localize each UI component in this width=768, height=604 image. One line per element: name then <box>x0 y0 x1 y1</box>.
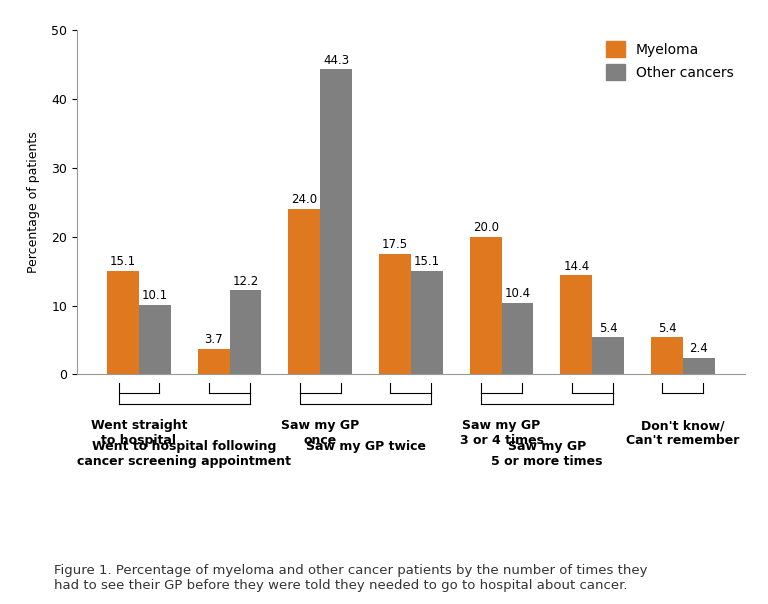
Bar <box>502 303 533 374</box>
Bar <box>683 358 714 374</box>
Bar <box>592 337 624 374</box>
Bar <box>139 305 170 374</box>
Text: 44.3: 44.3 <box>323 54 349 66</box>
Bar <box>198 349 230 374</box>
Text: Saw my GP
5 or more times: Saw my GP 5 or more times <box>491 440 603 468</box>
Text: Went straight
to hospital: Went straight to hospital <box>91 419 187 447</box>
Text: Saw my GP
once: Saw my GP once <box>281 419 359 447</box>
Text: 12.2: 12.2 <box>232 275 259 288</box>
Bar <box>320 69 352 374</box>
Text: 24.0: 24.0 <box>291 193 317 207</box>
Bar <box>230 291 261 374</box>
Text: 2.4: 2.4 <box>690 342 708 355</box>
Text: Figure 1. Percentage of myeloma and other cancer patients by the number of times: Figure 1. Percentage of myeloma and othe… <box>54 564 647 592</box>
Text: 15.1: 15.1 <box>110 255 136 268</box>
Bar <box>379 254 411 374</box>
Text: 20.0: 20.0 <box>472 221 498 234</box>
Text: 5.4: 5.4 <box>657 321 677 335</box>
Text: 17.5: 17.5 <box>382 238 408 251</box>
Bar <box>651 337 683 374</box>
Bar <box>470 237 502 374</box>
Bar <box>289 209 320 374</box>
Text: Saw my GP
3 or 4 times: Saw my GP 3 or 4 times <box>459 419 544 447</box>
Text: 5.4: 5.4 <box>599 321 617 335</box>
Bar <box>561 275 592 374</box>
Legend: Myeloma, Other cancers: Myeloma, Other cancers <box>601 37 738 85</box>
Text: 10.1: 10.1 <box>142 289 168 302</box>
Text: 3.7: 3.7 <box>204 333 223 346</box>
Text: Don't know/
Can't remember: Don't know/ Can't remember <box>626 419 740 447</box>
Text: Saw my GP twice: Saw my GP twice <box>306 440 425 453</box>
Text: 15.1: 15.1 <box>414 255 440 268</box>
Text: 14.4: 14.4 <box>563 260 590 272</box>
Text: 10.4: 10.4 <box>505 287 531 300</box>
Y-axis label: Percentage of patients: Percentage of patients <box>27 132 40 273</box>
Bar <box>411 271 442 374</box>
Text: Went to hospital following
cancer screening appointment: Went to hospital following cancer screen… <box>78 440 291 468</box>
Bar <box>108 271 139 374</box>
